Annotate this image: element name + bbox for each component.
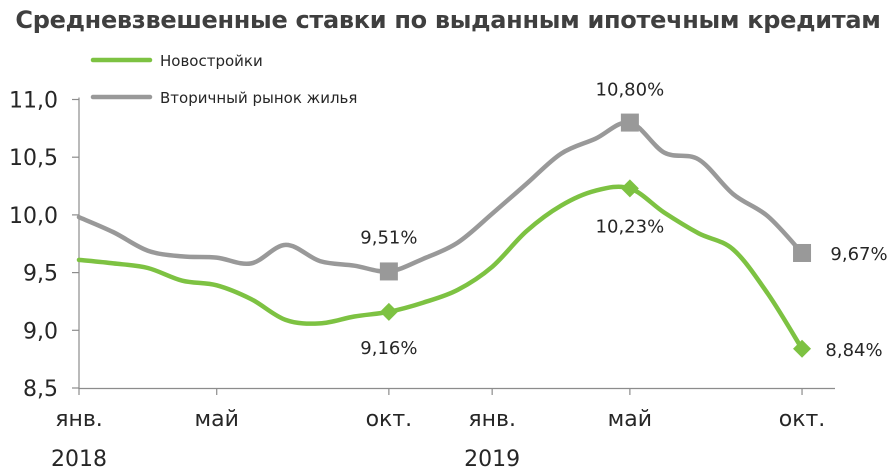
data-point-marker (620, 179, 639, 198)
x-tick-label: май (195, 407, 239, 432)
y-tick-label: 9,5 (23, 262, 58, 287)
y-tick-label: 8,5 (23, 377, 58, 402)
data-point-marker (379, 302, 398, 321)
y-tick-label: 10,0 (9, 204, 58, 229)
legend-label: Новостройки (160, 52, 263, 70)
y-tick-label: 11,0 (9, 89, 58, 114)
y-tick-label: 9,0 (23, 319, 58, 344)
x-tick-label: окт. (366, 407, 413, 432)
data-label: 10,80% (596, 80, 665, 101)
data-point-marker (379, 262, 398, 281)
data-label: 9,67% (830, 244, 887, 265)
chart-title: Средневзвешенные ставки по выданным ипот… (15, 6, 881, 34)
legend-label: Вторичный рынок жилья (160, 89, 357, 107)
data-label: 8,84% (825, 340, 882, 361)
series-line-0 (76, 184, 805, 352)
x-year-label: 2018 (51, 447, 107, 472)
data-point-marker (793, 339, 812, 358)
x-tick-label: янв. (55, 407, 103, 432)
data-label: 9,51% (360, 227, 417, 248)
data-label: 10,23% (596, 216, 665, 237)
data-label: 9,16% (360, 338, 417, 359)
x-tick-label: янв. (468, 407, 516, 432)
x-tick-label: май (608, 407, 652, 432)
y-tick-label: 10,5 (9, 146, 58, 171)
x-tick-label: окт. (779, 407, 826, 432)
data-point-marker (620, 113, 639, 132)
x-year-label: 2019 (464, 447, 520, 472)
data-point-marker (793, 243, 812, 262)
series-line-1 (76, 120, 805, 274)
